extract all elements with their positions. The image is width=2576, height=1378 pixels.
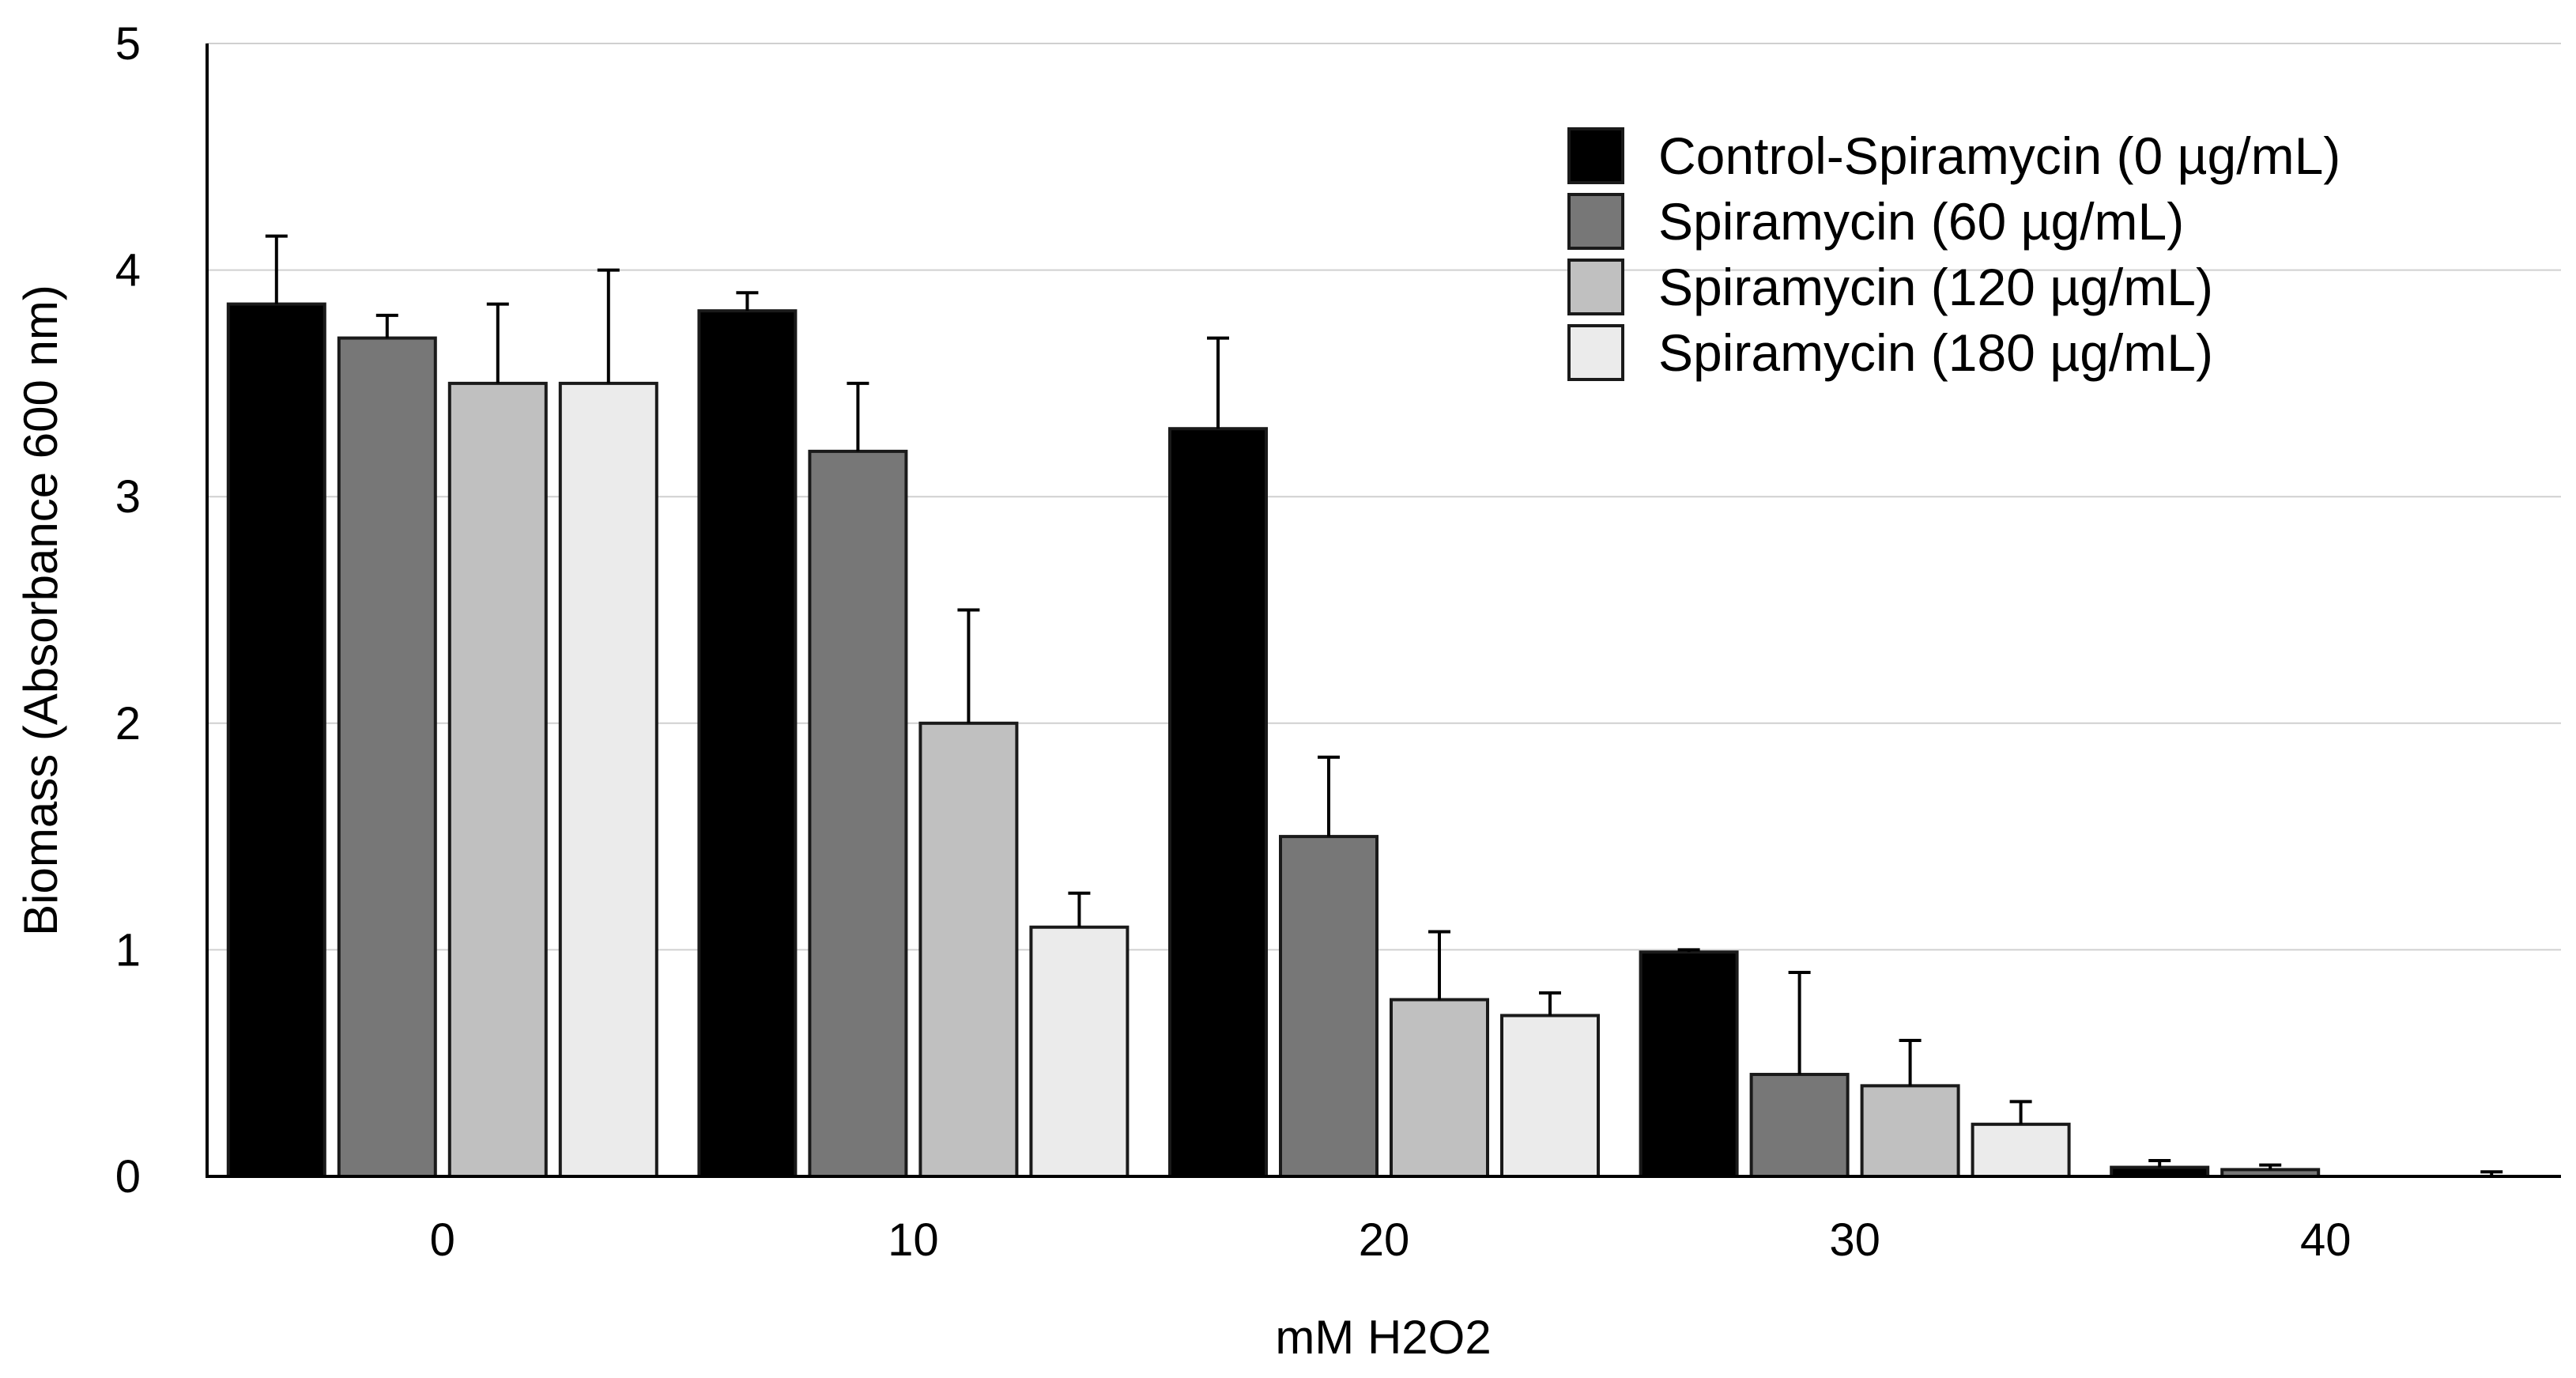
y-tick-label: 1 bbox=[115, 924, 141, 976]
legend-swatch bbox=[1567, 259, 1624, 315]
bar bbox=[1860, 1084, 1960, 1178]
legend-label: Spiramycin (60 µg/mL) bbox=[1658, 192, 2184, 251]
bar bbox=[1971, 1123, 2071, 1179]
bar bbox=[1749, 1073, 1850, 1179]
y-tick-label: 0 bbox=[115, 1151, 141, 1202]
y-tick-label: 5 bbox=[115, 18, 141, 70]
tick-labels: 0 1 2 3 4 5 0 10 20 30 40 bbox=[115, 18, 2352, 1266]
bar bbox=[1279, 835, 1379, 1178]
bar bbox=[337, 336, 437, 1179]
bar bbox=[1500, 1014, 1600, 1179]
bar bbox=[1029, 925, 1130, 1178]
axes bbox=[206, 43, 2561, 1178]
y-axis-label: Biomass (Absorbance 600 nm) bbox=[14, 285, 67, 936]
bar bbox=[697, 309, 798, 1178]
legend-label: Spiramycin (120 µg/mL) bbox=[1658, 258, 2213, 316]
y-tick-label: 3 bbox=[115, 471, 141, 523]
x-tick-label: 40 bbox=[2300, 1214, 2352, 1266]
legend-swatch bbox=[1567, 193, 1624, 250]
bar bbox=[1168, 427, 1268, 1178]
legend-swatch bbox=[1567, 127, 1624, 184]
legend-swatch bbox=[1567, 324, 1624, 381]
x-axis-label: mM H2O2 bbox=[1275, 1311, 1491, 1364]
x-tick-label: 10 bbox=[888, 1214, 939, 1266]
x-tick-label: 30 bbox=[1829, 1214, 1880, 1266]
bar bbox=[808, 449, 908, 1178]
bars bbox=[226, 234, 2503, 1179]
bar bbox=[226, 302, 326, 1179]
bar bbox=[558, 381, 658, 1178]
y-tick-label: 2 bbox=[115, 698, 141, 749]
legend-label: Control-Spiramycin (0 µg/mL) bbox=[1658, 126, 2340, 185]
x-tick-label: 0 bbox=[430, 1214, 455, 1266]
y-tick-label: 4 bbox=[115, 245, 141, 296]
bar bbox=[1639, 950, 1739, 1178]
bar bbox=[918, 721, 1019, 1178]
legend-label: Spiramycin (180 µg/mL) bbox=[1658, 323, 2213, 382]
bar bbox=[1390, 998, 1489, 1179]
bar bbox=[447, 381, 548, 1178]
legend: Control-Spiramycin (0 µg/mL) Spiramycin (… bbox=[1567, 126, 2340, 382]
x-tick-label: 20 bbox=[1359, 1214, 1410, 1266]
